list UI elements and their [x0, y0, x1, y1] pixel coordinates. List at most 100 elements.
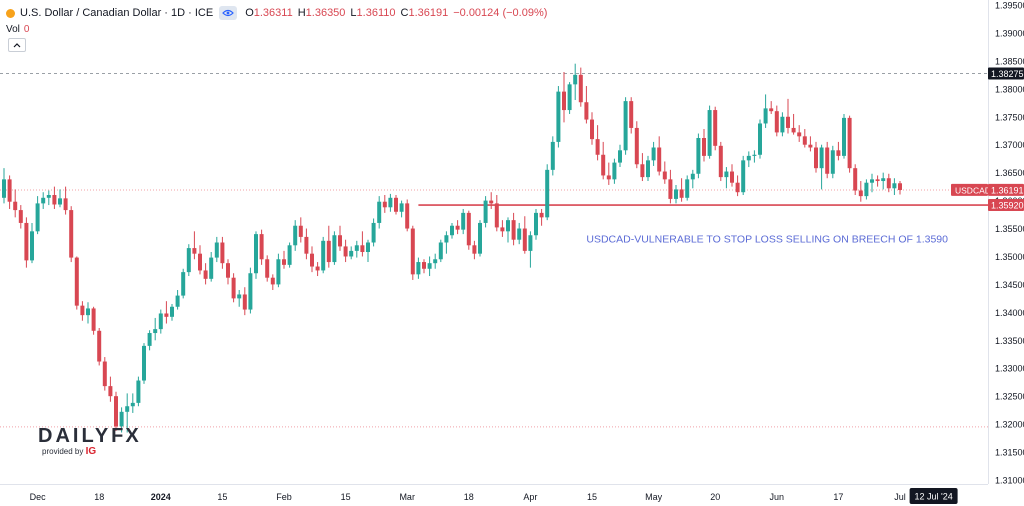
candle[interactable] — [422, 259, 426, 274]
candle[interactable] — [242, 287, 247, 316]
candle[interactable] — [130, 393, 135, 413]
candle[interactable] — [209, 252, 214, 282]
candle[interactable] — [276, 253, 281, 288]
candle[interactable] — [46, 190, 51, 206]
candle[interactable] — [198, 245, 202, 275]
eye-icon[interactable] — [219, 6, 238, 20]
candle[interactable] — [405, 199, 410, 232]
candle[interactable] — [842, 113, 846, 159]
candle[interactable] — [13, 189, 18, 218]
candle[interactable] — [220, 236, 225, 269]
candle[interactable] — [203, 263, 208, 285]
candle[interactable] — [102, 357, 107, 391]
candle[interactable] — [382, 195, 387, 213]
candle[interactable] — [466, 210, 471, 250]
candle[interactable] — [181, 268, 186, 299]
candle[interactable] — [483, 196, 488, 228]
candle[interactable] — [853, 164, 858, 195]
candle[interactable] — [595, 125, 600, 161]
candle[interactable] — [158, 309, 163, 334]
candle[interactable] — [573, 63, 578, 100]
candle[interactable] — [685, 175, 690, 201]
candle[interactable] — [231, 273, 236, 303]
candle[interactable] — [679, 178, 684, 202]
candle[interactable] — [780, 112, 785, 137]
candle[interactable] — [142, 343, 146, 384]
candle[interactable] — [556, 86, 561, 148]
candle[interactable] — [226, 259, 230, 285]
candle[interactable] — [713, 106, 718, 151]
candle[interactable] — [192, 231, 197, 260]
candle[interactable] — [254, 231, 258, 279]
candle[interactable] — [377, 196, 382, 229]
candle[interactable] — [618, 144, 622, 168]
candle[interactable] — [651, 141, 656, 166]
candle[interactable] — [69, 206, 74, 263]
candle[interactable] — [724, 167, 729, 189]
candle[interactable] — [662, 161, 667, 184]
chart-annotation[interactable]: USDCAD-VULNERABLE TO STOP LOSS SELLING O… — [586, 234, 948, 246]
candle[interactable] — [819, 144, 824, 190]
candle[interactable] — [741, 155, 746, 195]
candle[interactable] — [472, 240, 477, 260]
candle[interactable] — [147, 330, 152, 351]
candle[interactable] — [321, 236, 326, 274]
candle[interactable] — [310, 246, 314, 273]
candle[interactable] — [332, 231, 337, 265]
price-axis[interactable] — [988, 0, 1024, 506]
candle[interactable] — [450, 222, 454, 239]
candle[interactable] — [58, 189, 62, 208]
candle[interactable] — [91, 306, 96, 335]
candle[interactable] — [52, 186, 57, 209]
candle[interactable] — [338, 225, 342, 251]
candle[interactable] — [769, 101, 774, 114]
candle[interactable] — [24, 217, 29, 268]
candle[interactable] — [522, 216, 527, 254]
candle[interactable] — [774, 105, 779, 137]
time-axis[interactable] — [0, 484, 988, 506]
candle[interactable] — [186, 244, 191, 277]
candle[interactable] — [550, 136, 555, 176]
candle[interactable] — [578, 67, 583, 107]
candle[interactable] — [282, 250, 286, 269]
candle[interactable] — [304, 228, 309, 260]
candle[interactable] — [237, 290, 242, 307]
candle[interactable] — [730, 164, 734, 187]
candle[interactable] — [567, 82, 572, 114]
candle[interactable] — [259, 229, 264, 265]
candle[interactable] — [668, 169, 673, 204]
candle[interactable] — [489, 192, 494, 209]
candle[interactable] — [718, 141, 723, 182]
candle[interactable] — [646, 155, 650, 182]
candle[interactable] — [343, 239, 348, 263]
candle[interactable] — [153, 317, 158, 341]
candle[interactable] — [545, 164, 550, 221]
candle[interactable] — [265, 255, 270, 282]
candle[interactable] — [623, 97, 628, 155]
candle[interactable] — [746, 151, 751, 168]
candle[interactable] — [326, 225, 331, 268]
candle[interactable] — [108, 376, 113, 402]
symbol-title[interactable]: U.S. Dollar / Canadian Dollar · 1D · ICE — [20, 7, 214, 19]
candle[interactable] — [892, 178, 897, 195]
candle[interactable] — [366, 239, 370, 263]
candle[interactable] — [562, 72, 566, 123]
candle[interactable] — [410, 225, 415, 280]
candle[interactable] — [427, 256, 432, 277]
candle[interactable] — [634, 121, 639, 169]
candle[interactable] — [707, 105, 712, 159]
candle[interactable] — [886, 173, 891, 193]
candle[interactable] — [539, 208, 544, 226]
candle[interactable] — [858, 181, 863, 202]
candle[interactable] — [494, 195, 499, 232]
candle[interactable] — [528, 231, 533, 268]
candle[interactable] — [287, 242, 292, 268]
candle[interactable] — [455, 220, 460, 235]
candle[interactable] — [97, 328, 102, 366]
candle[interactable] — [136, 376, 141, 407]
candle[interactable] — [802, 129, 807, 148]
candle[interactable] — [752, 150, 757, 163]
candle[interactable] — [394, 195, 398, 215]
candle[interactable] — [315, 262, 320, 277]
